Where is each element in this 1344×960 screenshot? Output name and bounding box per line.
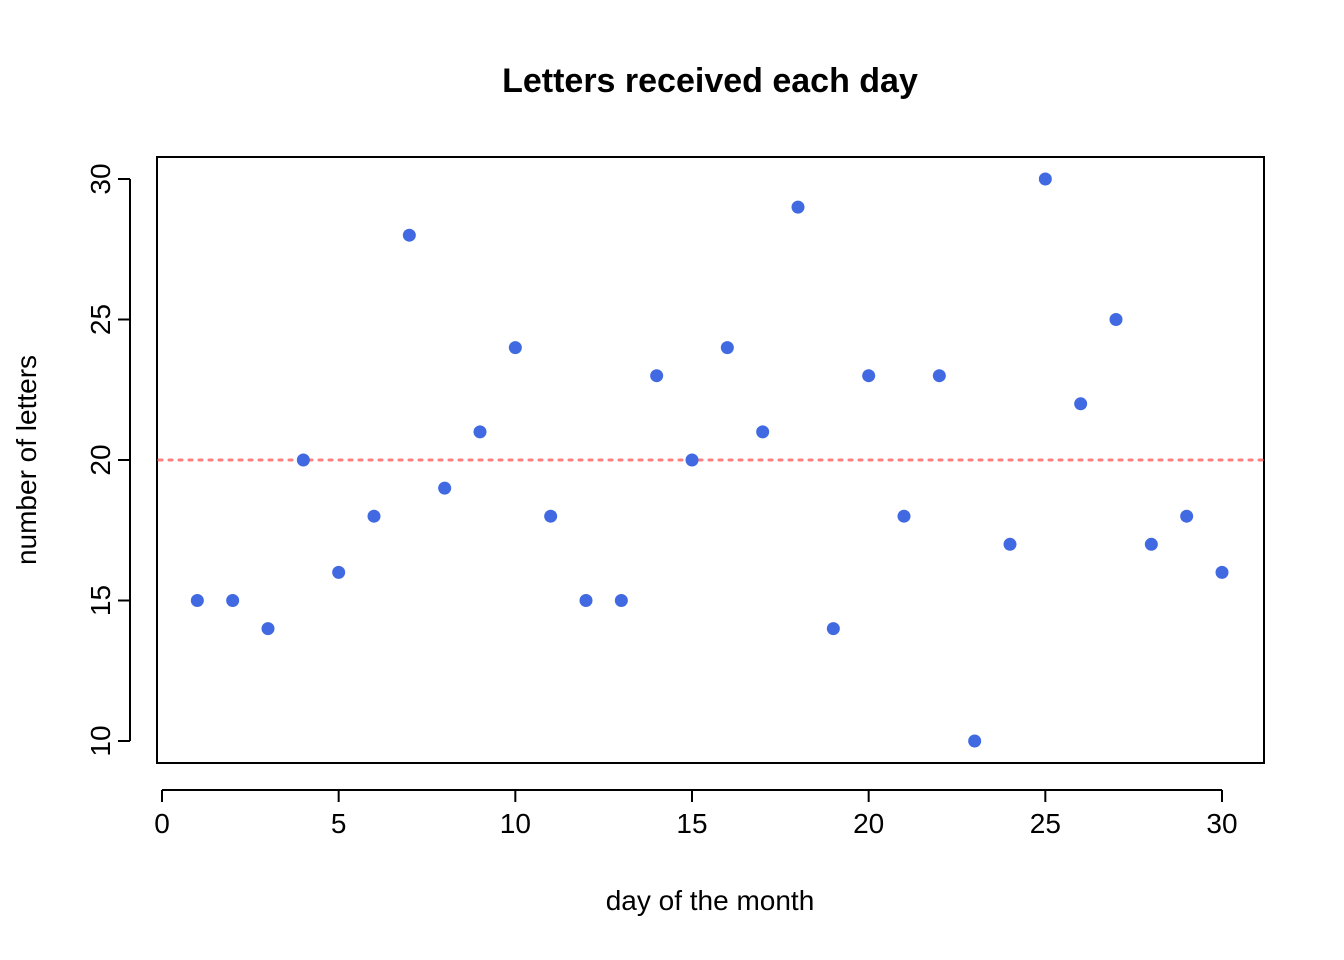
x-axis-label: day of the month [606, 885, 815, 916]
y-tick-label: 15 [85, 585, 116, 616]
data-point [1003, 537, 1017, 551]
data-point [261, 622, 275, 636]
x-tick-label: 30 [1206, 808, 1237, 839]
data-point [508, 341, 522, 355]
data-point [332, 565, 346, 579]
data-point [1074, 397, 1088, 411]
y-axis-label: number of letters [11, 355, 42, 565]
data-point [826, 622, 840, 636]
data-point [685, 453, 699, 467]
y-axis: 10 15 20 25 30 [85, 163, 131, 757]
data-point [579, 594, 593, 607]
data-point [473, 425, 487, 439]
data-point [402, 228, 416, 242]
data-point [897, 509, 911, 523]
data-point [190, 594, 204, 607]
data-point [791, 200, 805, 214]
x-axis: 0 5 10 15 20 25 30 [154, 789, 1238, 839]
x-tick-label: 15 [676, 808, 707, 839]
data-point [1144, 537, 1158, 551]
data-point [1180, 509, 1194, 523]
data-point [1038, 172, 1052, 186]
data-point [544, 509, 558, 523]
data-point [226, 594, 240, 607]
y-tick-label: 30 [85, 163, 116, 194]
plot-frame [156, 156, 1265, 764]
data-point [720, 341, 734, 355]
x-tick-label: 25 [1030, 808, 1061, 839]
data-point [968, 734, 982, 748]
chart-title: Letters received each day [502, 62, 918, 100]
data-point [650, 369, 664, 383]
data-point [756, 425, 770, 439]
data-point [1109, 313, 1123, 326]
data-point [932, 369, 946, 383]
data-points [190, 172, 1229, 748]
data-point [367, 509, 381, 523]
data-point [296, 453, 310, 467]
x-tick-label: 20 [853, 808, 884, 839]
x-tick-label: 0 [154, 808, 170, 839]
data-point [438, 481, 452, 495]
y-tick-label: 10 [85, 725, 116, 756]
y-tick-label: 25 [85, 304, 116, 335]
data-point [614, 594, 628, 607]
x-tick-label: 5 [331, 808, 347, 839]
data-point [1215, 565, 1229, 579]
y-tick-label: 20 [85, 444, 116, 475]
x-tick-label: 10 [500, 808, 531, 839]
data-point [862, 369, 876, 383]
